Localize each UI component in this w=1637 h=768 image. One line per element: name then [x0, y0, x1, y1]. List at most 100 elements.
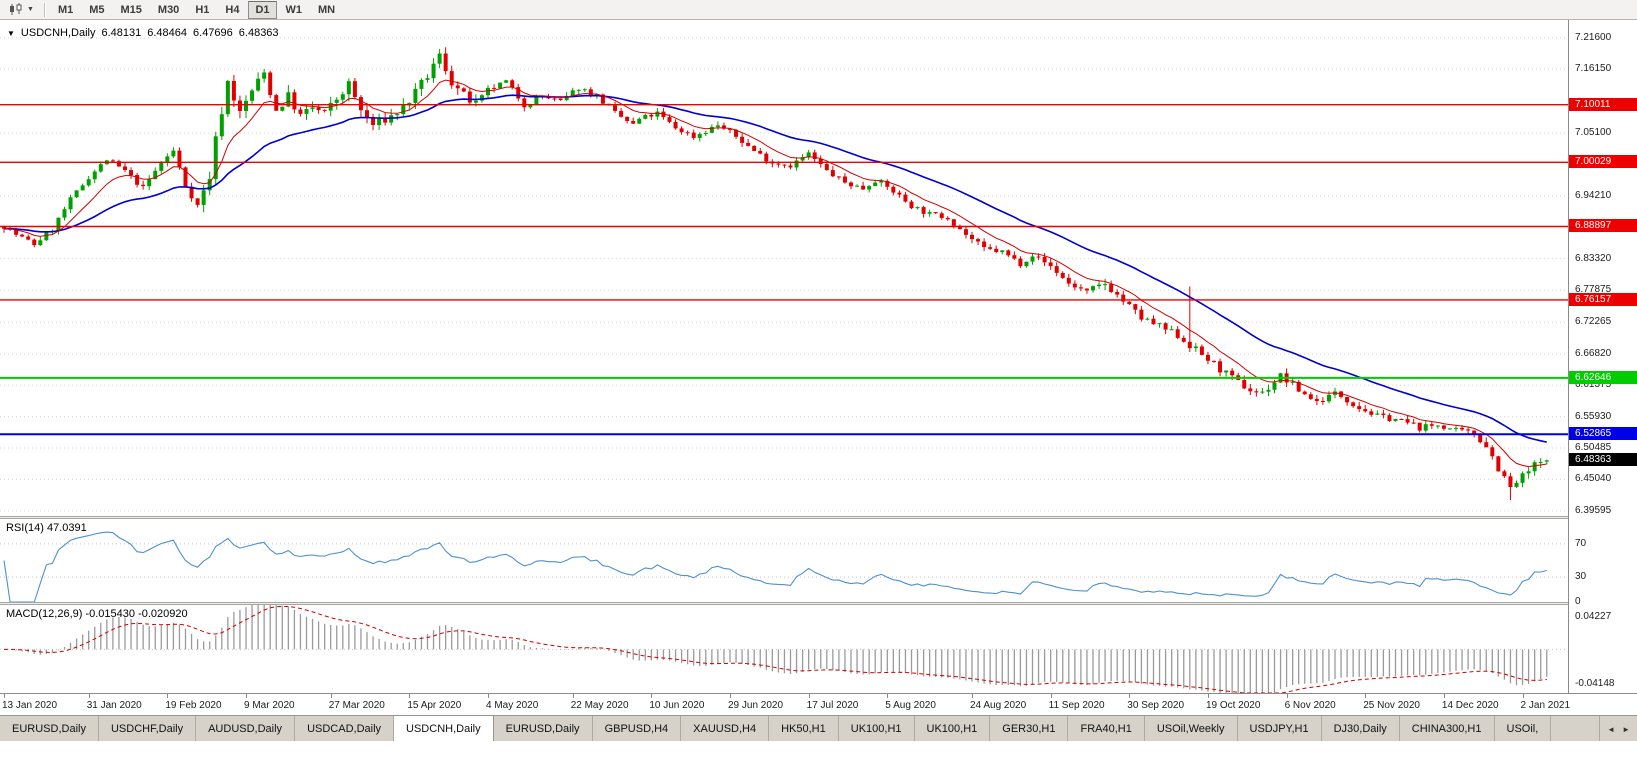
time-axis-label: 31 Jan 2020 — [86, 700, 142, 711]
toolbar-separator — [43, 2, 45, 17]
macd-scale-max: 0.04227 — [1575, 611, 1612, 622]
chart-tab-usdcnh-daily[interactable]: USDCNH,Daily — [394, 716, 494, 741]
time-axis-label: 14 Dec 2020 — [1441, 700, 1499, 711]
timeframe-button-w1[interactable]: W1 — [285, 3, 303, 16]
time-axis-tick — [167, 694, 169, 698]
time-axis-label: 13 Jan 2020 — [2, 700, 58, 711]
time-axis-tick — [4, 694, 5, 698]
timeframe-button-m15[interactable]: M15 — [120, 3, 142, 16]
price-scale-label: 6.72265 — [1575, 316, 1612, 328]
tab-scroll-right-button[interactable]: ► — [1622, 724, 1630, 734]
tab-scroll-arrows: ◄ ► — [1599, 716, 1637, 741]
time-axis-label: 4 May 2020 — [486, 700, 539, 711]
price-scale-label: 6.45040 — [1575, 473, 1612, 485]
time-axis-label: 10 Jun 2020 — [649, 700, 705, 711]
time-axis-tick — [1365, 694, 1367, 698]
price-level-badge: 6.76157 — [1569, 292, 1637, 306]
time-axis-tick — [1050, 694, 1052, 698]
time-axis-tick — [808, 694, 810, 698]
time-axis-tick — [572, 694, 574, 698]
time-axis-label: 30 Sep 2020 — [1127, 700, 1185, 711]
timeframe-button-h1[interactable]: H1 — [195, 3, 210, 16]
time-axis-tick — [488, 694, 489, 698]
chart-tab-usdjpy-h1[interactable]: USDJPY,H1 — [1237, 716, 1322, 741]
time-axis-tick — [972, 694, 973, 698]
price-scale-label: 7.16150 — [1575, 63, 1612, 75]
macd-indicator-label: MACD(12,26,9) -0.015430 -0.020920 — [6, 608, 188, 620]
chart-tab-usdcad-daily[interactable]: USDCAD,Daily — [295, 716, 395, 741]
time-axis-label: 25 Nov 2020 — [1363, 700, 1420, 711]
price-scale-label: 6.39595 — [1575, 504, 1612, 516]
time-axis-tick — [409, 694, 411, 698]
rsi-indicator-label: RSI(14) 47.0391 — [6, 522, 87, 534]
time-axis[interactable]: 13 Jan 2020 31 Jan 2020 19 Feb 2020 9 Mar 2… — [0, 693, 1637, 715]
chart-tab-china300-h1[interactable]: CHINA300,H1 — [1399, 716, 1495, 741]
chevron-down-icon: ▼ — [27, 6, 34, 13]
timeframe-button-h4[interactable]: H4 — [225, 3, 240, 16]
chart-tab-hk50-h1[interactable]: HK50,H1 — [769, 716, 839, 741]
chart-tab-uk100-h1[interactable]: UK100,H1 — [914, 716, 991, 741]
chart-tab-xauusd-h4[interactable]: XAUUSD,H4 — [681, 716, 770, 741]
price-scale-label: 6.77875 — [1575, 284, 1612, 296]
price-scale-label: 6.61375 — [1575, 379, 1612, 391]
chart-tab-gbpusd-h4[interactable]: GBPUSD,H4 — [592, 716, 682, 741]
price-level-badge: 7.10011 — [1569, 97, 1637, 111]
time-axis-label: 22 May 2020 — [570, 700, 629, 711]
tab-scroll-left-button[interactable]: ◄ — [1607, 724, 1616, 734]
chart-tab-usdchf-daily[interactable]: USDCHF,Daily — [98, 716, 197, 741]
time-axis-tick — [88, 694, 90, 698]
chart-tab-list: EURUSD,Daily USDCHF,Daily AUDUSD,Daily USDC… — [0, 716, 1637, 741]
price-chart-canvas[interactable] — [0, 20, 1568, 693]
time-axis-label: 19 Oct 2020 — [1205, 700, 1261, 711]
chart-tab-uk100-h1[interactable]: UK100,H1 — [838, 716, 915, 741]
macd-scale-min: -0.04148 — [1575, 678, 1615, 689]
candlestick-chart-icon — [10, 3, 22, 15]
chart-title: ▼ USDCNH,Daily 6.48131 6.48464 6.47696 6… — [7, 27, 279, 39]
time-axis-label: 29 Jun 2020 — [728, 700, 784, 711]
rsi-scale-label: 70 — [1575, 537, 1587, 549]
timeframe-button-d1[interactable]: D1 — [248, 0, 277, 19]
time-axis-tick — [730, 694, 731, 698]
rsi-scale-label: 30 — [1575, 571, 1587, 583]
time-axis-label: 17 Jul 2020 — [806, 700, 859, 711]
chart-type-button[interactable]: ▼ — [3, 2, 39, 17]
chart-tab-fra40-h1[interactable]: FRA40,H1 — [1068, 716, 1145, 741]
time-axis-label: 9 Mar 2020 — [244, 700, 295, 711]
price-scale-label: 6.55930 — [1575, 410, 1612, 422]
timeframe-button-m30[interactable]: M30 — [157, 3, 180, 16]
time-axis-label: 2 Jan 2021 — [1520, 700, 1571, 711]
time-axis-tick — [1443, 694, 1445, 698]
price-scale-label: 7.05100 — [1575, 127, 1612, 139]
time-axis-tick — [1129, 694, 1131, 698]
time-axis-tick — [330, 694, 332, 698]
chart-tab-dj30-daily[interactable]: DJ30,Daily — [1321, 716, 1400, 741]
chart-tab-usoil[interactable]: USOil, — [1494, 716, 1552, 741]
panel-separator-rsi[interactable] — [0, 516, 1637, 519]
chart-tab-ger30-h1[interactable]: GER30,H1 — [990, 716, 1069, 741]
time-axis-tick — [1207, 694, 1209, 698]
chart-tab-audusd-daily[interactable]: AUDUSD,Daily — [196, 716, 296, 741]
ohlc-high: 6.48464 — [147, 27, 188, 39]
price-scale[interactable]: 7.21600 7.16150 7.05100 6.94210 6.83320 6.778… — [1568, 20, 1637, 693]
price-scale-label: 6.50485 — [1575, 442, 1612, 454]
chart-tab-usoil-weekly[interactable]: USOil,Weekly — [1144, 716, 1238, 741]
ohlc-open: 6.48131 — [101, 27, 142, 39]
panel-separator-macd[interactable] — [0, 602, 1637, 605]
timeframe-button-m5[interactable]: M5 — [89, 3, 105, 16]
price-scale-label: 6.94210 — [1575, 189, 1612, 201]
timeframe-button-mn[interactable]: MN — [318, 3, 336, 16]
time-axis-label: 19 Feb 2020 — [165, 700, 222, 711]
current-price-badge: 6.48363 — [1569, 453, 1637, 467]
chart-menu-icon[interactable]: ▼ — [7, 28, 15, 38]
timeframe-button-m1[interactable]: M1 — [57, 3, 74, 16]
price-scale-label: 6.83320 — [1575, 252, 1612, 264]
rsi-scale-label: 0 — [1575, 596, 1581, 607]
time-axis-tick — [1522, 694, 1524, 698]
chart-tab-eurusd-daily[interactable]: EURUSD,Daily — [0, 716, 99, 741]
time-axis-tick — [1286, 694, 1288, 698]
timeframe-button-group: M1 M5 M15 M30 H1 H4 D1 W1 MN — [50, 0, 343, 19]
chart-tab-bar: EURUSD,Daily USDCHF,Daily AUDUSD,Daily USDC… — [0, 715, 1637, 741]
chart-tab-eurusd-daily[interactable]: EURUSD,Daily — [493, 716, 593, 741]
symbol-period-label: USDCNH,Daily — [20, 27, 96, 39]
